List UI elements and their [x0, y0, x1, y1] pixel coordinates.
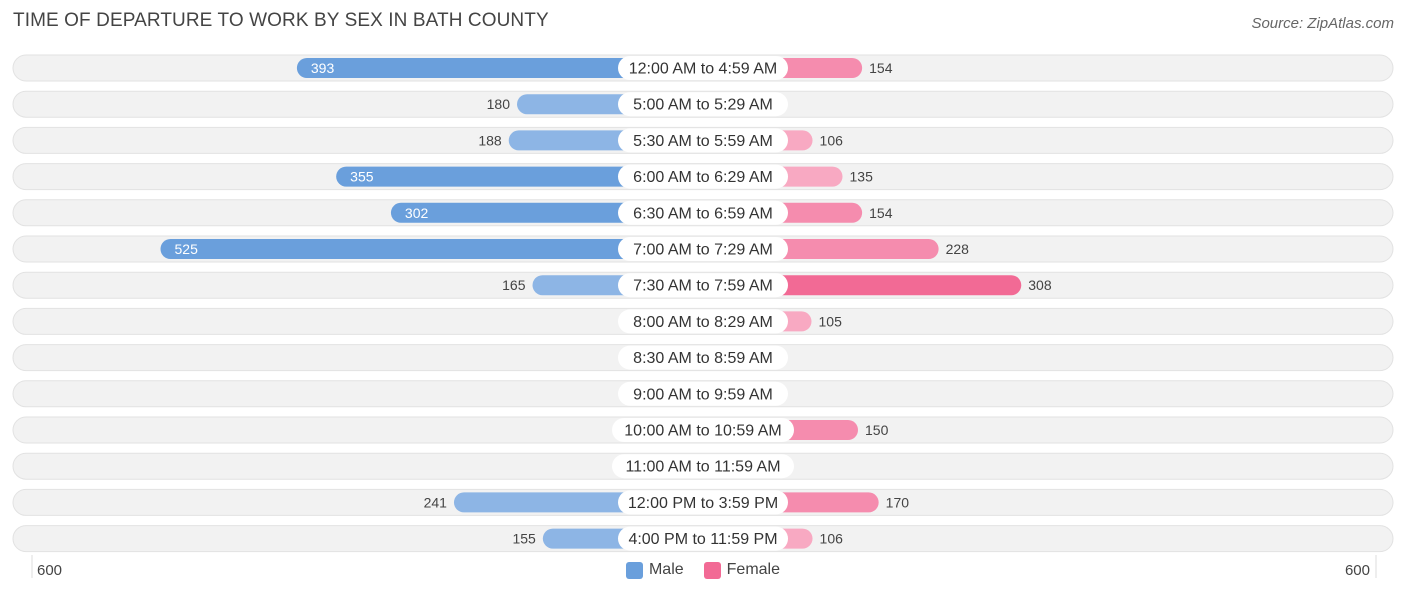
legend-item-male: Male: [625, 561, 684, 579]
female-value-label: 106: [820, 531, 844, 547]
category-label: 7:30 AM to 7:59 AM: [633, 278, 773, 295]
category-label: 6:30 AM to 6:59 AM: [633, 205, 773, 222]
legend-label-male: Male: [648, 561, 684, 578]
table-row: 7608:30 AM to 8:59 AM: [12, 344, 1394, 372]
legend-item-female: Female: [703, 561, 781, 579]
category-label: 11:00 AM to 11:59 AM: [625, 459, 780, 476]
table-row: 521058:00 AM to 8:29 AM: [12, 307, 1394, 335]
legend-swatch-female: [703, 561, 721, 579]
table-row: 525 228 7:00 AM to 7:29 AM: [12, 235, 1394, 263]
female-value-label: 308: [1028, 277, 1052, 293]
table-row: 283511:00 AM to 11:59 AM: [12, 452, 1394, 480]
category-pill: [618, 200, 788, 225]
male-bar: [160, 239, 713, 259]
male-value-label: 165: [502, 277, 526, 293]
category-label: 4:00 PM to 11:59 PM: [628, 531, 777, 548]
category-label: 9:00 AM to 9:59 AM: [633, 386, 773, 403]
table-row: 355 135 6:00 AM to 6:29 AM: [12, 163, 1394, 191]
category-pill: [618, 381, 788, 406]
female-value-label: 106: [820, 132, 844, 148]
category-pill: [618, 237, 788, 261]
female-value-label: 228: [946, 241, 970, 257]
female-value-label: 105: [819, 313, 843, 329]
axis-right-max-label: 600: [1344, 562, 1370, 579]
category-pill: [618, 526, 788, 551]
male-bar: [296, 58, 713, 78]
female-value-label: 154: [869, 60, 893, 76]
legend-swatch-male: [625, 561, 643, 579]
category-pill: [612, 454, 794, 479]
category-pill: [618, 345, 788, 370]
category-pill: [618, 273, 788, 298]
category-label: 5:30 AM to 5:59 AM: [633, 133, 773, 150]
male-bar: [336, 166, 713, 187]
category-label: 5:00 AM to 5:29 AM: [633, 97, 773, 114]
male-value-label: 188: [478, 132, 502, 148]
category-label: 10:00 AM to 10:59 AM: [624, 423, 781, 440]
table-row: 7609:00 AM to 9:59 AM: [12, 380, 1394, 408]
male-value-label: 355: [350, 169, 374, 185]
female-value-label: 150: [865, 422, 889, 438]
category-pill: [618, 128, 788, 153]
category-label: 8:30 AM to 8:59 AM: [633, 350, 773, 367]
category-label: 6:00 AM to 6:29 AM: [633, 169, 773, 186]
male-value-label: 241: [424, 494, 448, 510]
category-label: 12:00 PM to 3:59 PM: [628, 495, 778, 512]
male-value-label: 302: [405, 205, 429, 221]
category-label: 8:00 AM to 8:29 AM: [633, 314, 773, 331]
table-row: 188 106 5:30 AM to 5:59 AM: [12, 126, 1394, 154]
male-value-label: 393: [311, 60, 335, 76]
female-value-label: 170: [886, 494, 910, 510]
table-row: 180255:00 AM to 5:29 AM: [12, 90, 1394, 118]
category-pill: [618, 56, 788, 80]
legend-label-female: Female: [726, 561, 781, 578]
table-row: 1115010:00 AM to 10:59 AM: [12, 416, 1394, 444]
male-value-label: 155: [512, 531, 536, 547]
axis-left-max-label: 600: [37, 562, 63, 579]
female-value-label: 154: [869, 205, 893, 221]
category-pill: [618, 164, 788, 189]
category-label: 12:00 AM to 4:59 AM: [629, 61, 778, 78]
category-pill: [618, 92, 788, 117]
male-value-label: 525: [175, 241, 199, 257]
category-label: 7:00 AM to 7:29 AM: [633, 242, 773, 259]
category-pill: [618, 309, 788, 334]
table-row: 165 308 7:30 AM to 7:59 AM: [12, 271, 1394, 299]
table-row: 302 154 6:30 AM to 6:59 AM: [12, 199, 1394, 227]
table-row: 155 106 4:00 PM to 11:59 PM: [12, 525, 1394, 553]
table-row: 393 154 12:00 AM to 4:59 AM: [12, 54, 1394, 82]
chart-title: TIME OF DEPARTURE TO WORK BY SEX IN BATH…: [13, 10, 549, 31]
category-pill: [612, 418, 794, 442]
male-value-label: 180: [487, 96, 511, 112]
female-value-label: 135: [850, 169, 874, 185]
legend: Male Female: [0, 561, 1406, 579]
category-pill: [618, 490, 788, 515]
source-label: Source: ZipAtlas.com: [1251, 15, 1394, 32]
table-row: 241 170 12:00 PM to 3:59 PM: [12, 488, 1394, 516]
